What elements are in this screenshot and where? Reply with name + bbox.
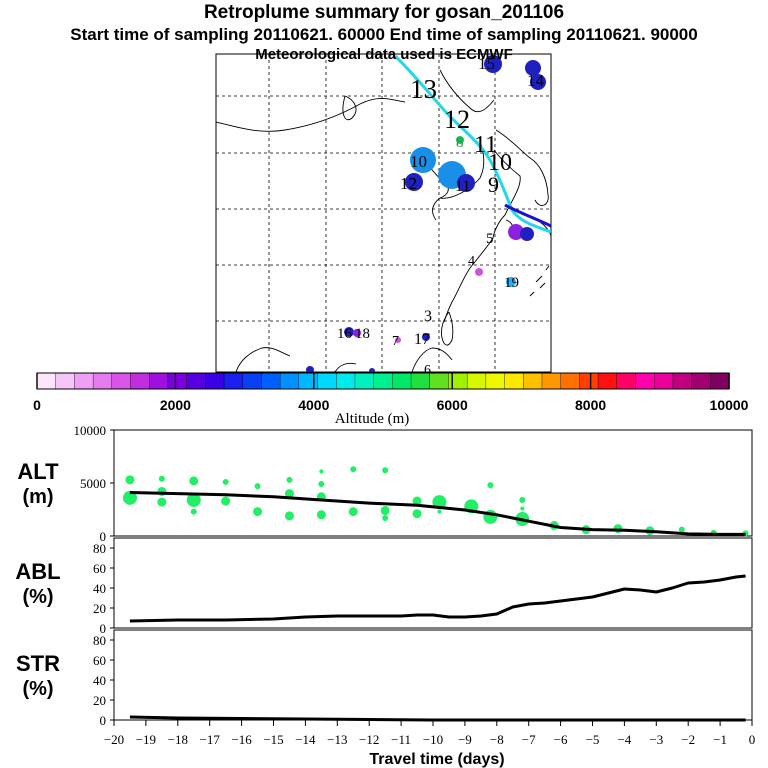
map-cluster — [395, 337, 401, 343]
map-label: 14 — [527, 71, 545, 90]
map-clusters — [306, 55, 546, 372]
map-label: 9 — [488, 172, 499, 197]
map-cluster — [456, 136, 464, 144]
map-cluster — [506, 277, 516, 287]
map-cluster — [484, 55, 502, 73]
map-cluster — [410, 147, 436, 173]
map-cluster — [369, 368, 375, 372]
map-label: 17 — [414, 331, 430, 348]
map-label: 7 — [392, 334, 399, 349]
recent-trajectory — [504, 203, 551, 228]
map-label: 10 — [410, 152, 427, 171]
map-cluster — [457, 174, 475, 192]
map-cluster — [525, 60, 541, 76]
map-label: 13 — [410, 74, 437, 104]
map-cluster — [306, 366, 314, 372]
map-label: 6 — [424, 363, 431, 378]
chart-title: Retroplume summary for gosan_201106 — [203, 2, 565, 23]
map-label: 4 — [468, 254, 475, 269]
map-label: 16 — [337, 326, 353, 342]
map-label: 12 — [444, 105, 470, 134]
map-label: 15 — [478, 54, 495, 73]
map-label: 19 — [504, 275, 519, 291]
map-cluster — [344, 327, 354, 337]
map-cluster — [508, 224, 524, 240]
map-label: 10 — [488, 150, 512, 176]
map-cluster — [353, 329, 361, 337]
sampling-times: Start time of sampling 20110621. 60000 E… — [70, 25, 698, 44]
met-data-note: Meteorological data used is ECMWF — [255, 46, 513, 63]
map-cluster — [422, 333, 430, 341]
map-label: 11 — [455, 178, 470, 195]
centroid-trajectory — [393, 54, 551, 234]
map-labels: 13 12 11 10 9 8 7 6 5 4 3 19 17 16 18 10… — [337, 54, 545, 378]
map-label: 11 — [474, 132, 497, 158]
map-cluster — [530, 74, 546, 90]
map-label: 18 — [355, 326, 370, 342]
map-frame — [215, 53, 552, 373]
map-label: 5 — [486, 231, 494, 247]
map-label: 12 — [400, 174, 417, 193]
map-cluster — [520, 227, 534, 241]
map-graticule — [216, 54, 551, 372]
map-label: 8 — [456, 135, 464, 151]
map-cluster — [475, 268, 483, 276]
map-cluster — [405, 173, 423, 191]
map-label: 3 — [424, 308, 432, 325]
